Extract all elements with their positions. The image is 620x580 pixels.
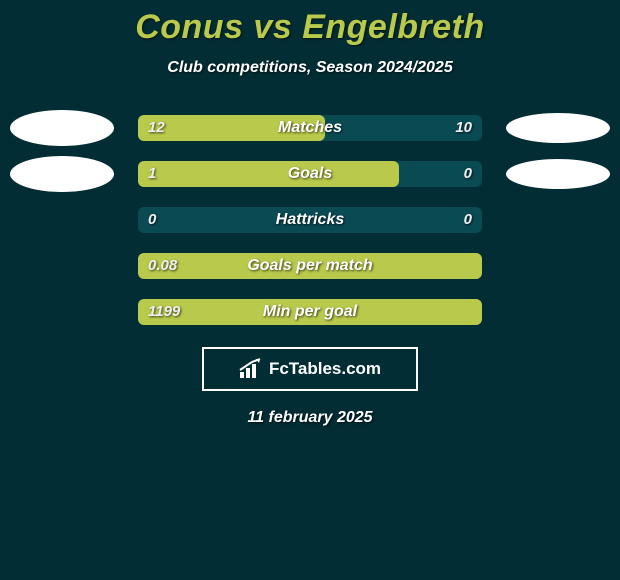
- stat-label: Matches: [278, 115, 342, 141]
- subtitle: Club competitions, Season 2024/2025: [0, 59, 620, 77]
- stat-value-right: 0: [464, 161, 472, 187]
- stat-row: 0.08 Goals per match: [0, 253, 620, 279]
- stat-label: Min per goal: [263, 299, 357, 325]
- stat-bar-fill: [138, 161, 399, 187]
- stat-value-left: 1199: [148, 299, 180, 325]
- stat-bar-track: 1199 Min per goal: [138, 299, 482, 325]
- stat-bar-track: 0 Hattricks 0: [138, 207, 482, 233]
- site-logo: FcTables.com: [202, 347, 418, 391]
- stat-label: Goals: [288, 161, 332, 187]
- stat-value-left: 0: [148, 207, 156, 233]
- stat-value-right: 10: [455, 115, 472, 141]
- stat-row: 0 Hattricks 0: [0, 207, 620, 233]
- player-photo-right: [506, 113, 610, 143]
- stat-bar-track: 1 Goals 0: [138, 161, 482, 187]
- logo-text: FcTables.com: [269, 359, 381, 379]
- stat-bar-track: 0.08 Goals per match: [138, 253, 482, 279]
- stat-row: 12 Matches 10: [0, 115, 620, 141]
- stat-bar-track: 12 Matches 10: [138, 115, 482, 141]
- stat-row: 1 Goals 0: [0, 161, 620, 187]
- page-title: Conus vs Engelbreth: [0, 0, 620, 47]
- stat-value-left: 12: [148, 115, 165, 141]
- chart-icon: [239, 358, 263, 380]
- player-photo-left: [10, 110, 114, 146]
- stat-label: Goals per match: [247, 253, 372, 279]
- stat-rows: 12 Matches 10 1 Goals 0 0 Hattricks 0 0.08 Goals p…: [0, 115, 620, 325]
- stat-label: Hattricks: [276, 207, 344, 233]
- stat-value-left: 0.08: [148, 253, 177, 279]
- date-text: 11 february 2025: [0, 409, 620, 427]
- stat-value-left: 1: [148, 161, 156, 187]
- stat-row: 1199 Min per goal: [0, 299, 620, 325]
- stat-value-right: 0: [464, 207, 472, 233]
- player-photo-right: [506, 159, 610, 189]
- player-photo-left: [10, 156, 114, 192]
